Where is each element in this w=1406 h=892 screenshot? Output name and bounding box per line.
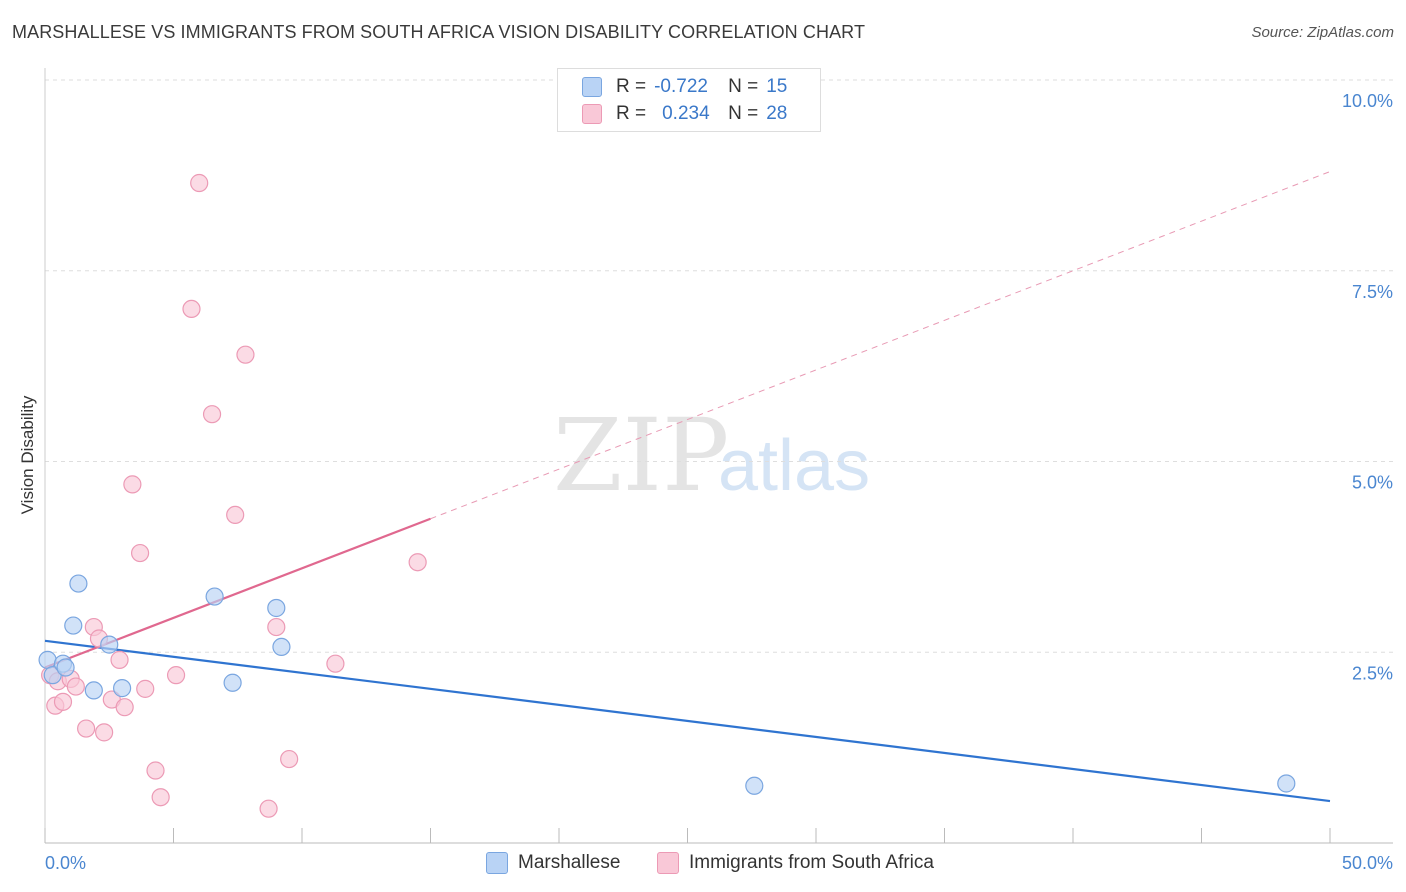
x-tick-label: 0.0% xyxy=(45,853,86,873)
watermark-atlas: atlas xyxy=(718,426,870,506)
legend-r-value: 0.234 xyxy=(662,103,710,124)
point-south-africa xyxy=(190,173,209,193)
x-tick-label: 50.0% xyxy=(1342,853,1393,873)
chart-title: MARSHALLESE VS IMMIGRANTS FROM SOUTH AFR… xyxy=(12,22,866,42)
y-tick-label: 7.5% xyxy=(1352,282,1393,302)
point-marshallese xyxy=(267,598,286,618)
legend-row-marshallese: R = -0.722 N = 15 xyxy=(582,75,787,99)
point-south-africa xyxy=(151,788,170,807)
point-marshallese xyxy=(1277,774,1296,793)
y-tick-label: 5.0% xyxy=(1352,473,1393,493)
point-marshallese xyxy=(64,616,83,635)
legend-r-label: R = xyxy=(616,103,647,124)
series-name-marshallese: Marshallese xyxy=(518,852,621,873)
series-swatch-south-africa xyxy=(657,852,679,874)
point-south-africa xyxy=(146,761,165,780)
legend-row-south-africa: R = 0.234 N = 28 xyxy=(582,102,787,126)
trend-line-south-africa-extension xyxy=(430,171,1331,520)
point-south-africa xyxy=(182,299,201,318)
point-marshallese xyxy=(112,679,132,698)
point-south-africa xyxy=(130,543,150,563)
point-south-africa xyxy=(53,692,73,711)
point-marshallese xyxy=(38,650,57,669)
point-south-africa xyxy=(110,650,129,669)
y-axis-label: Vision Disability xyxy=(18,395,37,515)
point-south-africa xyxy=(136,679,155,698)
point-south-africa xyxy=(280,749,299,769)
point-south-africa xyxy=(66,677,85,696)
source-label: Source: ZipAtlas.com xyxy=(1251,24,1394,41)
series-legend-south-africa[interactable]: Immigrants from South Africa xyxy=(657,852,934,874)
point-marshallese xyxy=(56,658,75,677)
legend-n-label: N = xyxy=(728,76,759,97)
point-south-africa xyxy=(95,723,114,742)
point-marshallese xyxy=(223,673,242,692)
point-south-africa xyxy=(267,617,286,637)
legend-swatch-south-africa xyxy=(582,104,602,124)
legend-n-label: N = xyxy=(728,103,759,124)
point-marshallese xyxy=(205,587,224,606)
point-marshallese xyxy=(69,574,88,593)
point-south-africa xyxy=(123,475,142,494)
point-south-africa xyxy=(166,666,186,685)
legend-r-value: -0.722 xyxy=(654,76,708,97)
correlation-legend: R = -0.722 N = 15 R = 0.234 N = 28 xyxy=(557,68,821,132)
series-swatch-marshallese xyxy=(486,852,508,874)
legend-n-value: 15 xyxy=(766,76,788,97)
legend-swatch-marshallese xyxy=(582,77,602,97)
point-marshallese xyxy=(272,637,291,657)
point-south-africa xyxy=(226,505,245,525)
y-tick-label: 2.5% xyxy=(1352,663,1393,683)
point-south-africa xyxy=(259,799,278,818)
point-south-africa xyxy=(115,698,134,717)
series-legend-marshallese[interactable]: Marshallese xyxy=(486,852,620,874)
y-tick-label: 10.0% xyxy=(1342,91,1393,111)
point-marshallese xyxy=(745,776,764,795)
series-name-south-africa: Immigrants from South Africa xyxy=(689,852,934,873)
legend-r-label: R = xyxy=(616,76,647,97)
point-south-africa xyxy=(202,405,222,424)
point-marshallese xyxy=(100,635,119,654)
point-south-africa xyxy=(326,654,345,673)
point-marshallese xyxy=(84,681,103,700)
watermark-zip: ZIP xyxy=(553,397,729,514)
point-south-africa xyxy=(408,553,427,572)
point-south-africa xyxy=(77,719,96,738)
legend-n-value: 28 xyxy=(766,103,788,124)
trend-line-marshallese xyxy=(44,639,1331,803)
point-south-africa xyxy=(236,345,255,364)
